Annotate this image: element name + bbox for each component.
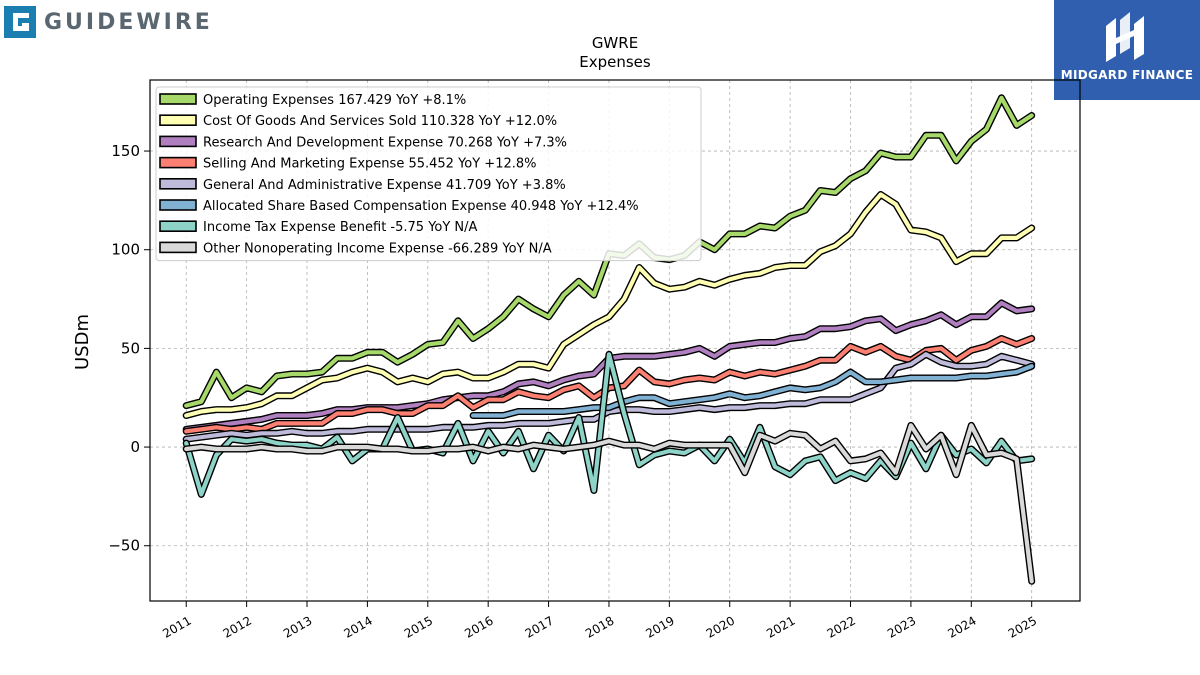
x-tick-label: 2019	[643, 613, 676, 640]
chart-legend: Operating Expenses 167.429 YoY +8.1% Cost…	[155, 86, 702, 262]
legend-label: Selling And Marketing Expense 55.452 YoY…	[203, 157, 537, 172]
legend-swatch	[159, 199, 197, 211]
chart-title: GWRE	[592, 34, 638, 52]
guidewire-logo: GUIDEWIRE	[4, 4, 213, 40]
legend-swatch	[159, 178, 197, 190]
legend-label: Other Nonoperating Income Expense -66.28…	[203, 241, 552, 256]
x-tick-label: 2025	[1006, 613, 1039, 640]
x-tick-label: 2016	[462, 613, 495, 640]
y-tick-label: 50	[121, 339, 140, 357]
legend-label: Cost Of Goods And Services Sold 110.328 …	[203, 114, 557, 129]
legend-label: General And Administrative Expense 41.70…	[203, 178, 566, 193]
x-tick-label: 2024	[945, 613, 978, 640]
guidewire-logo-icon	[4, 6, 36, 38]
legend-box	[155, 86, 702, 262]
x-tick-label: 2017	[523, 613, 556, 640]
x-tick-label: 2022	[825, 613, 858, 640]
x-tick-label: 2021	[764, 613, 797, 640]
guidewire-logo-text: GUIDEWIRE	[44, 9, 213, 35]
legend-label: Operating Expenses 167.429 YoY +8.1%	[203, 93, 466, 108]
series-line-cost-of-goods-and-services-sold	[184, 192, 1034, 418]
series-line-general-and-administrative-expense	[184, 352, 1034, 442]
x-tick-label: 2020	[704, 613, 737, 640]
series-line-other-nonoperating-income-expense	[184, 423, 1034, 584]
series-line-selling-and-marketing-expense	[184, 336, 1034, 434]
y-tick-label: 0	[130, 438, 140, 456]
legend-swatch	[159, 220, 197, 232]
legend-swatch	[159, 114, 197, 126]
midgard-finance-logo: MIDGARD FINANCE	[1054, 0, 1200, 100]
midgard-emblem-icon	[1106, 12, 1144, 62]
legend-label: Allocated Share Based Compensation Expen…	[203, 199, 639, 214]
x-tick-label: 2013	[281, 613, 314, 640]
x-tick-label: 2014	[341, 613, 374, 640]
x-tick-label: 2011	[160, 613, 193, 640]
legend-label: Income Tax Expense Benefit -5.75 YoY N/A	[203, 220, 478, 235]
x-tick-label: 2015	[402, 613, 435, 640]
y-tick-label: 150	[111, 142, 140, 160]
legend-swatch	[159, 156, 197, 169]
legend-swatch	[159, 241, 197, 254]
series-line-allocated-share-based-compensation-expense	[471, 364, 1034, 418]
x-tick-label: 2018	[583, 613, 616, 640]
y-tick-label: 100	[111, 241, 140, 259]
y-axis-label: USDm	[72, 314, 93, 370]
x-tick-label: 2012	[221, 613, 254, 640]
x-tick-label: 2023	[885, 613, 918, 640]
plot-frame	[149, 79, 1081, 602]
midgard-finance-logo-text: MIDGARD FINANCE	[1060, 68, 1194, 82]
y-tick-label: −50	[108, 537, 140, 555]
chart-subtitle: Expenses	[579, 53, 651, 71]
legend-label: Research And Development Expense 70.268 …	[203, 135, 567, 150]
legend-swatch	[159, 135, 197, 148]
legend-swatch	[159, 93, 197, 105]
